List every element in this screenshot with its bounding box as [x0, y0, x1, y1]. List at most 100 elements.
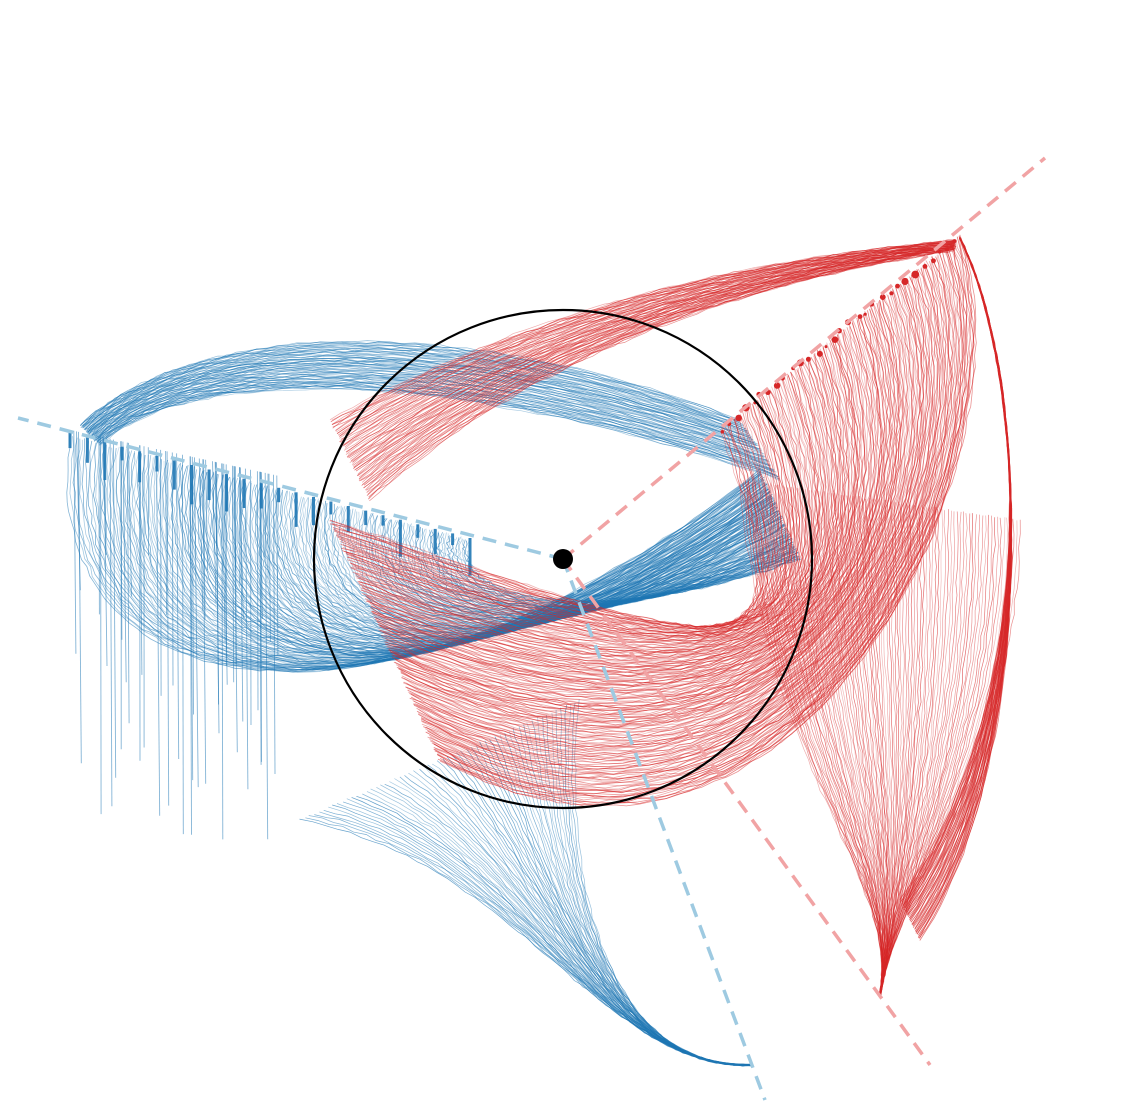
red-trajectory [335, 415, 775, 630]
red-trajectory [353, 381, 807, 647]
blue-trajectory [99, 386, 780, 480]
blue-trajectory [244, 468, 249, 790]
blue-trajectory [80, 342, 742, 427]
red-trajectory [739, 479, 883, 996]
red-trajectory [391, 313, 888, 712]
red-trajectory [429, 250, 958, 786]
red-trajectory [355, 376, 815, 650]
red-trajectory [346, 390, 798, 641]
red-trajectory [360, 365, 827, 660]
blue-trajectory [330, 503, 785, 629]
red-trajectory [374, 342, 853, 680]
red-trajectory [340, 242, 956, 440]
blue-trajectory [266, 488, 781, 642]
blue-trajectory [93, 375, 770, 466]
blue-trajectory [217, 474, 773, 651]
red-trajectory [336, 413, 776, 631]
red-trajectory [389, 316, 883, 709]
red-ridge-mark [931, 258, 936, 264]
red-ridge-mark [857, 314, 863, 319]
red-trajectory [352, 382, 809, 647]
red-trajectory [391, 314, 887, 712]
red-trajectory [344, 400, 791, 637]
blue-trajectory [555, 710, 753, 1067]
blue-trajectory [167, 462, 770, 659]
red-trajectory [401, 295, 907, 730]
blue-trajectory [95, 379, 773, 471]
red-trajectory [336, 417, 772, 630]
blue-trajectory [95, 377, 771, 467]
blue-trajectory [86, 355, 752, 439]
red-trajectory [428, 250, 959, 787]
blue-trajectory [334, 506, 786, 629]
center-point [553, 549, 573, 569]
red-ridge-mark [863, 312, 867, 316]
blue-trajectory [201, 471, 772, 653]
blue-trajectory [221, 463, 224, 840]
blue-trajectory [87, 440, 761, 671]
blue-trajectory [346, 798, 752, 1066]
red-trajectory [755, 481, 884, 995]
red-ridge-mark [735, 414, 742, 422]
red-trajectory [435, 243, 966, 796]
blue-trajectory [241, 482, 776, 646]
blue-trajectory [157, 459, 769, 660]
red-trajectory [396, 304, 896, 720]
red-trajectory [431, 248, 962, 791]
red-ridge-mark [895, 283, 900, 289]
blue-trajectory [356, 795, 752, 1066]
red-trajectory [879, 517, 1009, 997]
red-trajectory [811, 490, 885, 996]
blue-trajectory [82, 344, 744, 426]
red-trajectory [339, 406, 781, 633]
blue-trajectory [81, 345, 744, 428]
red-trajectory [879, 500, 898, 995]
red-trajectory [919, 237, 1013, 941]
red-trajectory [335, 241, 956, 432]
blue-trajectory [162, 459, 769, 659]
blue-trajectory [343, 506, 787, 627]
red-ridge-mark [720, 430, 725, 434]
blue-trajectory [189, 456, 194, 781]
red-trajectory [855, 495, 888, 996]
red-trajectory [427, 252, 956, 785]
red-trajectory [348, 393, 797, 640]
red-trajectory [369, 248, 954, 502]
red-trajectory [349, 390, 801, 642]
red-trajectory [355, 377, 813, 650]
blue-trajectory [269, 488, 780, 641]
blue-trajectory [314, 814, 752, 1065]
red-trajectory [879, 515, 993, 995]
blue-axis-left [17, 416, 564, 561]
red-trajectory [878, 508, 940, 995]
red-trajectory [880, 507, 928, 996]
blue-trajectory [84, 350, 749, 435]
red-ridge-mark [879, 294, 886, 300]
blue-trajectory [155, 458, 767, 661]
red-trajectory [397, 303, 897, 722]
red-trajectory [368, 249, 956, 500]
red-trajectory [375, 343, 854, 681]
blue-trajectory [96, 382, 775, 473]
red-trajectory [380, 329, 867, 694]
red-trajectory [878, 508, 944, 996]
blue-trajectory [166, 451, 170, 806]
blue-trajectory [93, 375, 770, 463]
blue-trajectory [139, 445, 143, 675]
blue-trajectory [396, 520, 794, 617]
red-axis-upright [561, 156, 1047, 561]
red-trajectory [412, 279, 925, 751]
blue-trajectory [176, 453, 180, 760]
red-trajectory [428, 254, 955, 783]
red-ridge-mark [937, 249, 942, 254]
blue-trajectory [100, 388, 780, 481]
red-trajectory [372, 345, 850, 678]
blue-trajectory-family [66, 340, 802, 1067]
red-trajectory [400, 300, 902, 727]
blue-trajectory [305, 817, 752, 1066]
blue-trajectory [432, 763, 752, 1067]
blue-trajectory [80, 344, 743, 429]
blue-trajectory [126, 442, 130, 724]
red-trajectory [425, 256, 953, 781]
red-trajectory [400, 298, 903, 728]
